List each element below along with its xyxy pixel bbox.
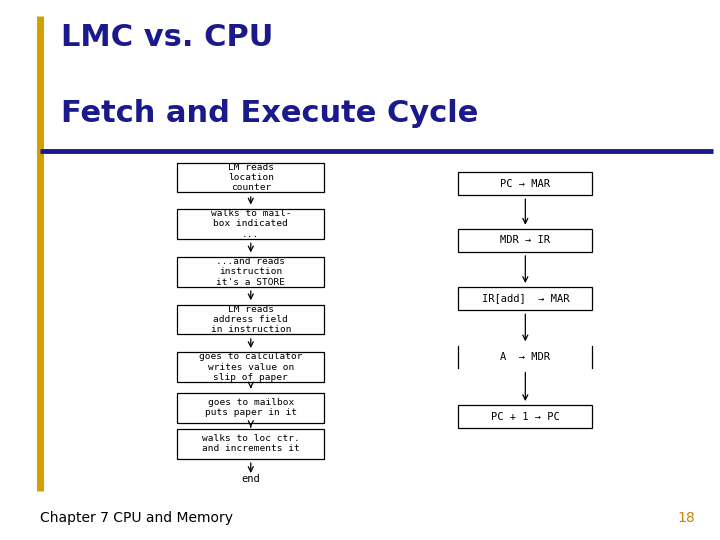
Bar xyxy=(459,229,593,252)
Bar xyxy=(177,305,325,334)
Text: MDR → IR: MDR → IR xyxy=(500,235,550,245)
Bar xyxy=(459,172,593,195)
Text: Fetch and Execute Cycle: Fetch and Execute Cycle xyxy=(61,99,479,128)
Text: LMC vs. CPU: LMC vs. CPU xyxy=(61,23,274,52)
Text: PC → MAR: PC → MAR xyxy=(500,179,550,188)
Text: end: end xyxy=(241,475,260,484)
Text: goes to mailbox
puts paper in it: goes to mailbox puts paper in it xyxy=(204,398,297,417)
Text: 18: 18 xyxy=(677,511,695,525)
Bar xyxy=(177,429,325,458)
Bar xyxy=(177,163,325,192)
Text: walks to mail-
box indicated
...: walks to mail- box indicated ... xyxy=(210,209,291,239)
Text: LM reads
location
counter: LM reads location counter xyxy=(228,163,274,192)
Text: goes to calculator
writes value on
slip of paper: goes to calculator writes value on slip … xyxy=(199,353,302,382)
Bar xyxy=(459,287,593,310)
Bar xyxy=(177,393,325,423)
Text: LM reads
address field
in instruction: LM reads address field in instruction xyxy=(210,305,291,334)
Text: A  → MDR: A → MDR xyxy=(500,352,550,362)
Text: IR[add]  → MAR: IR[add] → MAR xyxy=(482,294,569,303)
Bar xyxy=(459,406,593,428)
Bar xyxy=(177,256,325,287)
Text: PC + 1 → PC: PC + 1 → PC xyxy=(491,411,559,422)
Text: ...and reads
instruction
it's a STORE: ...and reads instruction it's a STORE xyxy=(216,257,285,287)
Text: walks to loc ctr.
and increments it: walks to loc ctr. and increments it xyxy=(202,434,300,453)
Bar xyxy=(177,353,325,382)
Bar xyxy=(177,209,325,239)
Text: Chapter 7 CPU and Memory: Chapter 7 CPU and Memory xyxy=(40,511,233,525)
